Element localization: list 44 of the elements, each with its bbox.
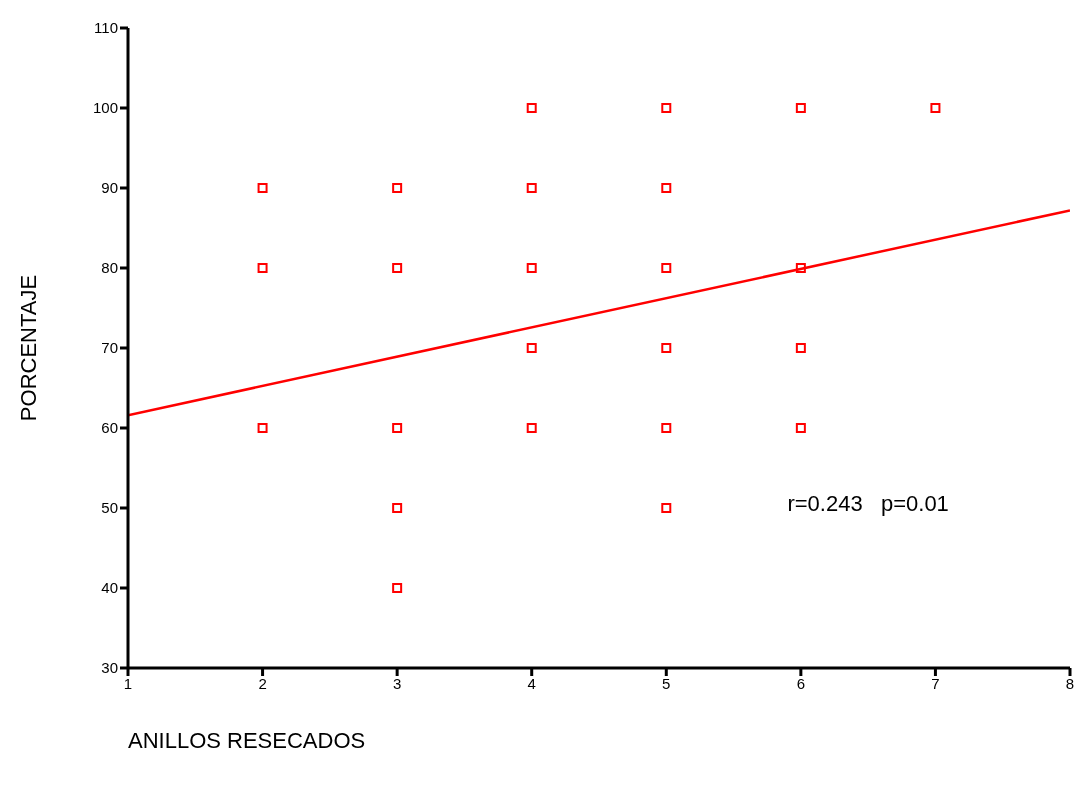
- point: [392, 583, 403, 593]
- point: [257, 183, 268, 193]
- point: [392, 423, 403, 433]
- point: [526, 263, 537, 273]
- point: [795, 263, 806, 273]
- point: [257, 263, 268, 273]
- x-tick-label: 7: [931, 674, 940, 692]
- x-tick-label: 8: [1065, 674, 1075, 692]
- point: [661, 263, 672, 273]
- x-tick-label: 4: [527, 674, 536, 692]
- point: [930, 103, 941, 113]
- x-axis-title: ANILLOS RESECADOS: [128, 728, 366, 753]
- y-tick-label: 110: [94, 19, 118, 37]
- point: [392, 503, 403, 513]
- point: [661, 343, 672, 353]
- y-tick-label: 60: [101, 419, 118, 437]
- y-tick-label: 70: [101, 339, 118, 357]
- point: [526, 183, 537, 193]
- x-tick-label: 3: [392, 674, 402, 692]
- x-tick-label: 2: [258, 674, 267, 692]
- point: [392, 263, 403, 273]
- point: [661, 103, 672, 113]
- point: [661, 503, 672, 513]
- point: [795, 423, 806, 433]
- y-tick-label: 30: [101, 659, 118, 677]
- x-tick-label: 5: [662, 674, 671, 692]
- y-tick-label: 100: [92, 99, 118, 117]
- x-tick-label: 1: [123, 674, 133, 692]
- y-tick-label: 80: [101, 259, 118, 277]
- annotation: r=0.243 p=0.01: [787, 491, 949, 517]
- point: [257, 423, 268, 433]
- x-tick-label: 6: [796, 674, 806, 692]
- point: [392, 183, 403, 193]
- point: [526, 103, 537, 113]
- point: [661, 183, 672, 193]
- y-tick-label: 40: [101, 579, 118, 597]
- point: [526, 423, 537, 433]
- y-axis-title: PORCENTAJE: [15, 274, 41, 422]
- y-tick-label: 90: [101, 179, 118, 197]
- point: [661, 423, 672, 433]
- point: [526, 343, 537, 353]
- y-tick-label: 50: [101, 499, 118, 517]
- point: [795, 103, 806, 113]
- point: [795, 343, 806, 353]
